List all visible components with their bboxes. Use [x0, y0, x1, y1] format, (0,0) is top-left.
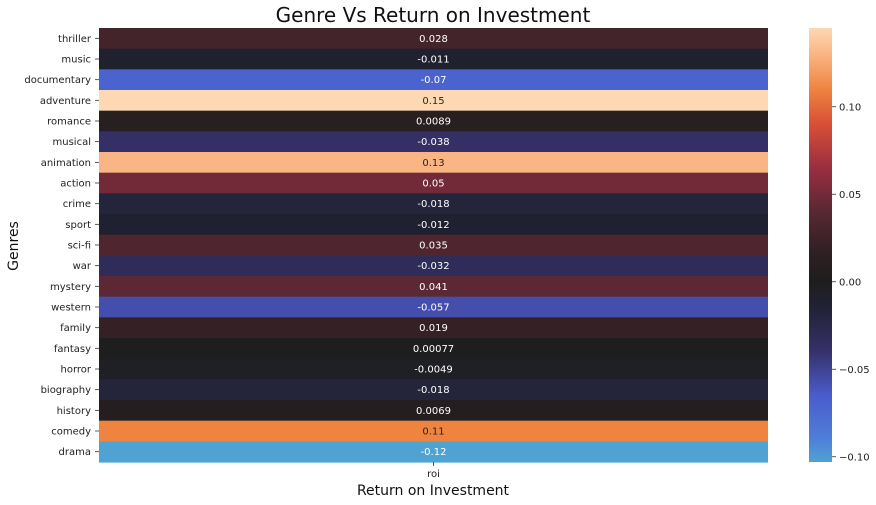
cell-value-label: -0.032: [417, 261, 449, 272]
heatmap-cell-mystery: [99, 276, 768, 298]
heatmap-cell-documentary: [99, 69, 768, 91]
y-tick-label-war: war: [73, 261, 92, 272]
x-tick-labels: roi: [427, 462, 440, 480]
cell-value-label: -0.018: [417, 199, 449, 210]
colorbar-tick-label: 0.00: [839, 277, 861, 288]
heatmap-cell-adventure: [99, 90, 768, 112]
heatmap-cell-western: [99, 296, 768, 318]
cell-value-label: 0.035: [419, 241, 448, 252]
heatmap-cell-biography: [99, 379, 768, 401]
y-tick-label-musical: musical: [53, 137, 91, 148]
y-tick-label-comedy: comedy: [51, 427, 91, 438]
heatmap-cell-musical: [99, 131, 768, 153]
y-tick-label-fantasy: fantasy: [54, 344, 91, 355]
colorbar-tick-label: −0.10: [839, 452, 870, 463]
y-tick-label-drama: drama: [59, 447, 91, 458]
y-tick-label-crime: crime: [63, 199, 91, 210]
cell-value-label: 0.019: [419, 323, 448, 334]
heatmap-cell-music: [99, 48, 768, 70]
y-tick-label-music: music: [61, 55, 91, 66]
cell-value-label: -0.07: [421, 75, 447, 86]
cell-value-label: 0.11: [422, 427, 444, 438]
colorbar-ticks: 0.10 0.05 0.00 −0.05 −0.10: [832, 102, 870, 463]
colorbar: [809, 28, 832, 462]
cell-value-label: 0.13: [422, 158, 444, 169]
cell-value-label: 0.15: [422, 96, 444, 107]
colorbar-tick-label: 0.05: [839, 190, 861, 201]
heatmap-cell-horror: [99, 358, 768, 380]
heatmap-cell-history: [99, 400, 768, 422]
colorbar-tick-label: 0.10: [839, 102, 861, 113]
y-tick-label-sport: sport: [65, 220, 91, 231]
y-axis-label: Genres: [6, 221, 22, 271]
chart-title: Genre Vs Return on Investment: [276, 3, 591, 27]
y-tick-label-biography: biography: [41, 385, 92, 396]
heatmap-cell-sport: [99, 214, 768, 236]
y-tick-labels: thriller music documentary adventure romance…: [24, 34, 99, 458]
y-tick-label-history: history: [57, 406, 91, 417]
cell-value-label: 0.05: [422, 179, 444, 190]
cell-value-label: -0.0049: [414, 365, 453, 376]
heatmap-cell-family: [99, 317, 768, 339]
heatmap-cell-comedy: [99, 420, 768, 442]
colorbar-tick-label: −0.05: [839, 365, 870, 376]
y-tick-label-animation: animation: [41, 158, 91, 169]
heatmap-cell-action: [99, 172, 768, 194]
cell-value-label: 0.041: [419, 282, 448, 293]
y-tick-label-family: family: [60, 323, 91, 334]
heatmap-cell-thriller: [99, 28, 768, 50]
y-tick-label-thriller: thriller: [58, 34, 92, 45]
cell-value-label: -0.018: [417, 385, 449, 396]
y-tick-label-horror: horror: [60, 365, 91, 376]
cell-value-label: 0.0089: [416, 117, 451, 128]
heatmap-cell-animation: [99, 152, 768, 174]
heatmap-cell-drama: [99, 441, 768, 463]
heatmap-cell-fantasy: [99, 338, 768, 360]
cell-value-label: 0.0069: [416, 406, 451, 417]
x-axis-label: Return on Investment: [357, 483, 510, 499]
y-tick-label-documentary: documentary: [24, 75, 91, 86]
y-tick-label-mystery: mystery: [50, 282, 91, 293]
heatmap-cells: 0.028 -0.011 -0.07 0.15 0.0089 -0.038 0.13 0.05…: [99, 28, 768, 463]
y-tick-label-action: action: [60, 179, 91, 190]
heatmap-cell-sci-fi: [99, 234, 768, 256]
cell-value-label: -0.038: [417, 137, 449, 148]
cell-value-label: -0.011: [417, 55, 449, 66]
cell-value-label: 0.028: [419, 34, 448, 45]
y-tick-label-western: western: [51, 303, 91, 314]
heatmap-cell-crime: [99, 193, 768, 215]
y-tick-label-adventure: adventure: [40, 96, 91, 107]
cell-value-label: 0.00077: [413, 344, 454, 355]
y-tick-label-romance: romance: [47, 117, 91, 128]
heatmap-cell-romance: [99, 110, 768, 132]
y-tick-label-sci-fi: sci-fi: [68, 241, 91, 252]
cell-value-label: -0.12: [421, 447, 447, 458]
cell-value-label: -0.057: [417, 303, 449, 314]
cell-value-label: -0.012: [417, 220, 449, 231]
heatmap-cell-war: [99, 255, 768, 277]
x-tick-label-roi: roi: [427, 469, 440, 480]
